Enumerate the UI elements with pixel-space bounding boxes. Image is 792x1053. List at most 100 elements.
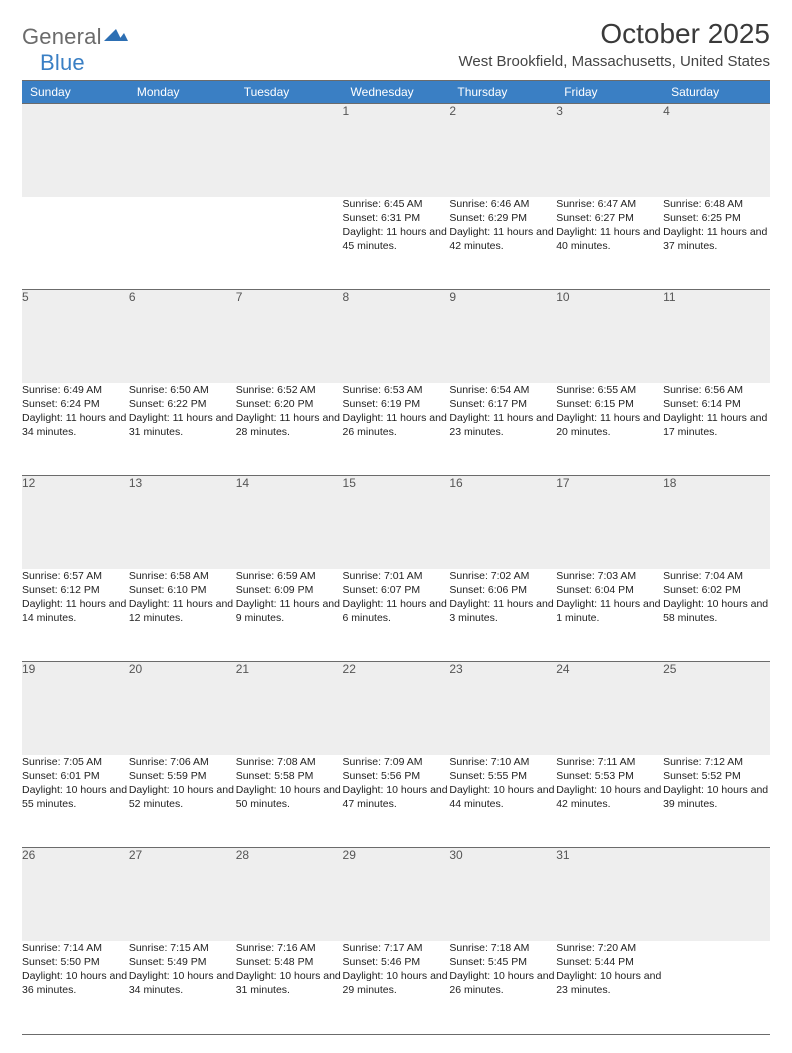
daylight-text: Daylight: 10 hours and 55 minutes. — [22, 783, 129, 811]
location-text: West Brookfield, Massachusetts, United S… — [458, 53, 770, 70]
daylight-text: Daylight: 11 hours and 31 minutes. — [129, 411, 236, 439]
calendar-page: General Blue October 2025 West Brookfiel… — [0, 0, 792, 1053]
sunrise-text: Sunrise: 7:14 AM — [22, 941, 129, 955]
sunrise-text: Sunrise: 7:16 AM — [236, 941, 343, 955]
sunset-text: Sunset: 5:49 PM — [129, 955, 236, 969]
sunset-text: Sunset: 6:10 PM — [129, 583, 236, 597]
sunrise-text: Sunrise: 7:18 AM — [449, 941, 556, 955]
sunrise-text: Sunrise: 6:58 AM — [129, 569, 236, 583]
daylight-text: Daylight: 10 hours and 52 minutes. — [129, 783, 236, 811]
day-number: 31 — [556, 848, 663, 941]
day-detail — [663, 941, 770, 1034]
sunset-text: Sunset: 6:04 PM — [556, 583, 663, 597]
day-number: 9 — [449, 290, 556, 383]
daylight-text: Daylight: 11 hours and 28 minutes. — [236, 411, 343, 439]
sunrise-text: Sunrise: 6:50 AM — [129, 383, 236, 397]
daynum-row: 262728293031 — [22, 848, 770, 941]
sunset-text: Sunset: 6:25 PM — [663, 211, 770, 225]
sunrise-text: Sunrise: 6:48 AM — [663, 197, 770, 211]
day-header: Saturday — [663, 81, 770, 104]
sunset-text: Sunset: 5:53 PM — [556, 769, 663, 783]
daylight-text: Daylight: 10 hours and 44 minutes. — [449, 783, 556, 811]
detail-row: Sunrise: 7:14 AMSunset: 5:50 PMDaylight:… — [22, 941, 770, 1034]
day-detail: Sunrise: 6:47 AMSunset: 6:27 PMDaylight:… — [556, 197, 663, 290]
sunset-text: Sunset: 5:59 PM — [129, 769, 236, 783]
day-number: 10 — [556, 290, 663, 383]
sunset-text: Sunset: 5:45 PM — [449, 955, 556, 969]
day-number: 14 — [236, 476, 343, 569]
daylight-text: Daylight: 11 hours and 42 minutes. — [449, 225, 556, 253]
sunrise-text: Sunrise: 7:03 AM — [556, 569, 663, 583]
daynum-row: 1234 — [22, 104, 770, 197]
day-number: 3 — [556, 104, 663, 197]
daylight-text: Daylight: 10 hours and 42 minutes. — [556, 783, 663, 811]
sunset-text: Sunset: 6:27 PM — [556, 211, 663, 225]
sunrise-text: Sunrise: 7:10 AM — [449, 755, 556, 769]
daylight-text: Daylight: 10 hours and 31 minutes. — [236, 969, 343, 997]
day-detail: Sunrise: 7:12 AMSunset: 5:52 PMDaylight:… — [663, 755, 770, 848]
day-number — [129, 104, 236, 197]
day-detail: Sunrise: 6:45 AMSunset: 6:31 PMDaylight:… — [343, 197, 450, 290]
month-title: October 2025 — [458, 18, 770, 50]
day-number: 23 — [449, 662, 556, 755]
sunrise-text: Sunrise: 7:15 AM — [129, 941, 236, 955]
daynum-row: 19202122232425 — [22, 662, 770, 755]
sunrise-text: Sunrise: 6:49 AM — [22, 383, 129, 397]
day-number: 11 — [663, 290, 770, 383]
day-header: Sunday — [22, 81, 129, 104]
daylight-text: Daylight: 10 hours and 26 minutes. — [449, 969, 556, 997]
sunrise-text: Sunrise: 7:08 AM — [236, 755, 343, 769]
sunrise-text: Sunrise: 6:46 AM — [449, 197, 556, 211]
sunset-text: Sunset: 5:58 PM — [236, 769, 343, 783]
sunset-text: Sunset: 5:48 PM — [236, 955, 343, 969]
day-number: 26 — [22, 848, 129, 941]
sunset-text: Sunset: 6:19 PM — [343, 397, 450, 411]
day-detail: Sunrise: 7:05 AMSunset: 6:01 PMDaylight:… — [22, 755, 129, 848]
sunset-text: Sunset: 6:14 PM — [663, 397, 770, 411]
daylight-text: Daylight: 11 hours and 17 minutes. — [663, 411, 770, 439]
sunset-text: Sunset: 6:06 PM — [449, 583, 556, 597]
day-number: 20 — [129, 662, 236, 755]
day-detail — [129, 197, 236, 290]
day-number: 25 — [663, 662, 770, 755]
day-number: 12 — [22, 476, 129, 569]
sunrise-text: Sunrise: 6:54 AM — [449, 383, 556, 397]
sunrise-text: Sunrise: 6:47 AM — [556, 197, 663, 211]
bottom-rule — [22, 1034, 770, 1035]
header-row: General Blue October 2025 West Brookfiel… — [22, 18, 770, 78]
day-detail — [22, 197, 129, 290]
day-number: 8 — [343, 290, 450, 383]
day-detail: Sunrise: 6:55 AMSunset: 6:15 PMDaylight:… — [556, 383, 663, 476]
day-number — [663, 848, 770, 941]
sunset-text: Sunset: 6:24 PM — [22, 397, 129, 411]
title-block: October 2025 West Brookfield, Massachuse… — [458, 18, 770, 78]
detail-row: Sunrise: 7:05 AMSunset: 6:01 PMDaylight:… — [22, 755, 770, 848]
day-detail — [236, 197, 343, 290]
brand-word1: General — [22, 24, 102, 49]
daylight-text: Daylight: 11 hours and 9 minutes. — [236, 597, 343, 625]
sunset-text: Sunset: 6:12 PM — [22, 583, 129, 597]
day-number: 22 — [343, 662, 450, 755]
daylight-text: Daylight: 10 hours and 29 minutes. — [343, 969, 450, 997]
day-detail: Sunrise: 7:11 AMSunset: 5:53 PMDaylight:… — [556, 755, 663, 848]
day-number: 7 — [236, 290, 343, 383]
sunset-text: Sunset: 6:29 PM — [449, 211, 556, 225]
daylight-text: Daylight: 10 hours and 36 minutes. — [22, 969, 129, 997]
day-detail: Sunrise: 6:50 AMSunset: 6:22 PMDaylight:… — [129, 383, 236, 476]
sunset-text: Sunset: 6:15 PM — [556, 397, 663, 411]
detail-row: Sunrise: 6:57 AMSunset: 6:12 PMDaylight:… — [22, 569, 770, 662]
daylight-text: Daylight: 10 hours and 39 minutes. — [663, 783, 770, 811]
sunrise-text: Sunrise: 6:53 AM — [343, 383, 450, 397]
day-header: Friday — [556, 81, 663, 104]
day-number: 13 — [129, 476, 236, 569]
calendar-table: Sunday Monday Tuesday Wednesday Thursday… — [22, 80, 770, 1034]
day-number: 2 — [449, 104, 556, 197]
sunset-text: Sunset: 6:01 PM — [22, 769, 129, 783]
day-number: 29 — [343, 848, 450, 941]
day-number: 28 — [236, 848, 343, 941]
day-number: 19 — [22, 662, 129, 755]
sunset-text: Sunset: 5:50 PM — [22, 955, 129, 969]
daylight-text: Daylight: 11 hours and 14 minutes. — [22, 597, 129, 625]
day-number: 18 — [663, 476, 770, 569]
day-number: 4 — [663, 104, 770, 197]
